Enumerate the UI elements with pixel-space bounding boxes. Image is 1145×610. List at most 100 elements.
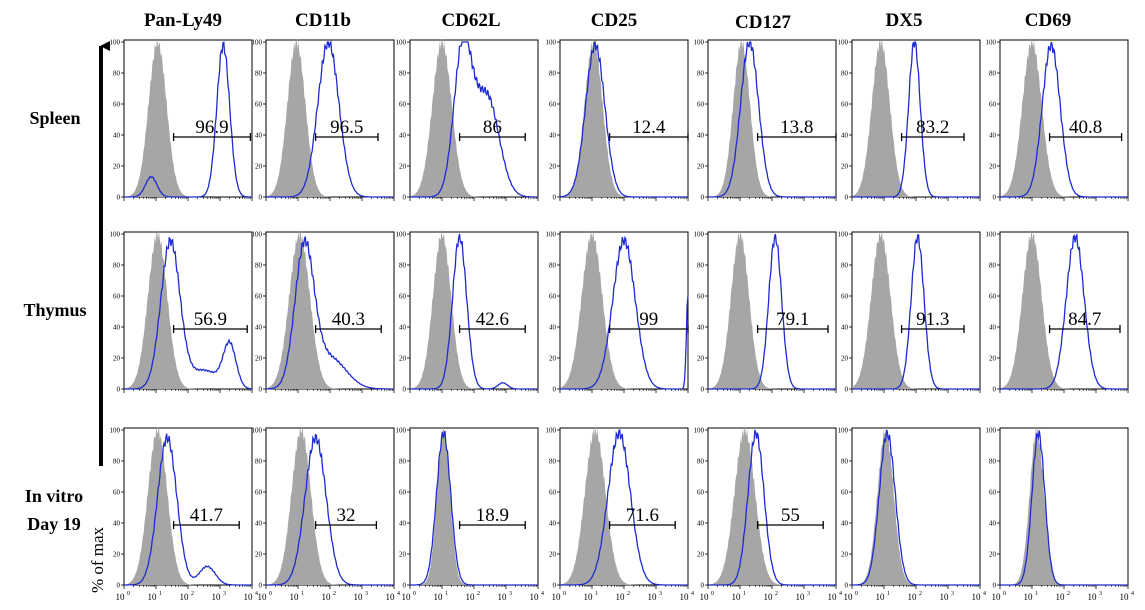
y-tick-label: 40 <box>399 520 407 528</box>
histogram-panel: 0 20 40 60 80 100 79.1 <box>694 229 837 394</box>
histogram-panel: 0 20 40 60 80 100 99 <box>546 229 689 394</box>
y-tick-label: 20 <box>113 551 121 559</box>
y-tick-label: 20 <box>841 355 849 363</box>
x-tick-exponent: 3 <box>1099 591 1102 597</box>
y-tick-label: 0 <box>117 194 121 202</box>
row-label-thymus: Thymus <box>23 300 86 320</box>
x-tick-label: 10 <box>180 592 190 602</box>
y-tick-label: 80 <box>549 70 557 78</box>
stain-histogram <box>124 433 252 586</box>
y-tick-label: 60 <box>989 101 997 109</box>
panel-frame <box>999 427 1129 586</box>
isotype-histogram <box>1000 36 1128 197</box>
x-tick-label: 10 <box>680 592 690 602</box>
y-tick-label: 60 <box>255 293 263 301</box>
y-tick-label: 20 <box>549 163 557 171</box>
y-tick-label: 100 <box>986 231 997 239</box>
y-tick-label: 80 <box>255 458 263 466</box>
gate-percentage: 32 <box>337 505 356 526</box>
gate-percentage: 96.5 <box>330 117 363 138</box>
y-tick-label: 60 <box>113 293 121 301</box>
stain-histogram <box>708 233 836 390</box>
x-tick-exponent: 3 <box>509 591 512 597</box>
x-tick-exponent: 2 <box>477 591 480 597</box>
x-tick-exponent: 1 <box>887 591 890 597</box>
y-tick-label: 20 <box>255 163 263 171</box>
y-tick-label: 60 <box>255 489 263 497</box>
y-tick-label: 40 <box>113 520 121 528</box>
y-tick-label: 40 <box>113 324 121 332</box>
stain-histogram <box>852 39 980 198</box>
y-tick-label: 80 <box>841 262 849 270</box>
gate-percentage: 42.6 <box>476 309 509 330</box>
y-tick-label: 100 <box>252 427 263 435</box>
stain-histogram <box>560 429 688 586</box>
stain-histogram <box>708 429 836 586</box>
row-label-spleen: Spleen <box>29 108 80 128</box>
x-tick-exponent: 4 <box>255 591 258 597</box>
x-tick-label: 10 <box>402 592 412 602</box>
x-tick-exponent: 0 <box>269 591 272 597</box>
y-tick-label: 80 <box>697 458 705 466</box>
y-tick-label: 40 <box>113 132 121 140</box>
y-tick-label: 20 <box>255 551 263 559</box>
x-tick-label: 10 <box>466 592 476 602</box>
y-tick-label: 20 <box>255 355 263 363</box>
y-tick-label: 40 <box>989 520 997 528</box>
y-tick-label: 40 <box>549 520 557 528</box>
column-header-cd127: CD127 <box>735 12 791 33</box>
y-tick-label: 60 <box>697 293 705 301</box>
stain-histogram <box>559 40 688 198</box>
histogram-panel: 0 20 40 60 80 100 56.9 <box>110 230 253 394</box>
y-tick-label: 0 <box>701 582 705 590</box>
y-tick-label: 20 <box>989 163 997 171</box>
y-tick-label: 20 <box>989 551 997 559</box>
x-tick-label: 10 <box>972 592 982 602</box>
gate-percentage: 99 <box>639 309 658 330</box>
y-tick-label: 80 <box>697 262 705 270</box>
y-tick-label: 0 <box>259 386 263 394</box>
y-tick-label: 0 <box>993 582 997 590</box>
gate-percentage: 18.9 <box>476 505 509 526</box>
y-tick-label: 40 <box>989 324 997 332</box>
x-tick-label: 10 <box>530 592 540 602</box>
y-tick-label: 20 <box>549 551 557 559</box>
y-tick-label: 100 <box>838 231 849 239</box>
y-tick-label: 20 <box>841 163 849 171</box>
isotype-histogram <box>1000 228 1128 389</box>
x-tick-label: 10 <box>290 592 300 602</box>
x-tick-exponent: 4 <box>397 591 400 597</box>
y-tick-label: 80 <box>399 70 407 78</box>
histogram-panel: 0 20 40 60 80 100 42.6 <box>396 228 539 394</box>
y-tick-label: 100 <box>396 427 407 435</box>
y-tick-label: 100 <box>838 39 849 47</box>
y-tick-label: 60 <box>989 489 997 497</box>
y-tick-label: 60 <box>989 293 997 301</box>
y-tick-label: 100 <box>694 231 705 239</box>
y-tick-label: 0 <box>553 386 557 394</box>
y-tick-label: 0 <box>993 386 997 394</box>
gate-percentage: 86 <box>483 117 502 138</box>
y-tick-label: 0 <box>259 582 263 590</box>
x-tick-label: 10 <box>244 592 254 602</box>
x-tick-exponent: 2 <box>919 591 922 597</box>
histogram-panel: 0 20 40 60 80 100 86 <box>396 39 539 202</box>
histogram-panel: 0 20 40 60 80 100 96.5 <box>252 39 395 202</box>
x-tick-exponent: 2 <box>627 591 630 597</box>
y-tick-label: 100 <box>838 427 849 435</box>
isotype-histogram <box>852 229 980 389</box>
gate-percentage: 79.1 <box>776 309 809 330</box>
panels-layer: 02040608010096.902040608010096.502040608… <box>110 36 1134 602</box>
x-tick-exponent: 0 <box>127 591 130 597</box>
gate-percentage: 12.4 <box>632 117 666 138</box>
histogram-panel: 0 20 40 60 80 100 83.2 <box>838 37 981 202</box>
x-tick-exponent: 0 <box>711 591 714 597</box>
isotype-histogram <box>124 425 252 585</box>
y-tick-label: 60 <box>549 101 557 109</box>
y-tick-label: 80 <box>255 262 263 270</box>
x-tick-label: 10 <box>1088 592 1098 602</box>
histogram-panel: 0 20 40 60 80 100 40.8 <box>986 36 1129 202</box>
